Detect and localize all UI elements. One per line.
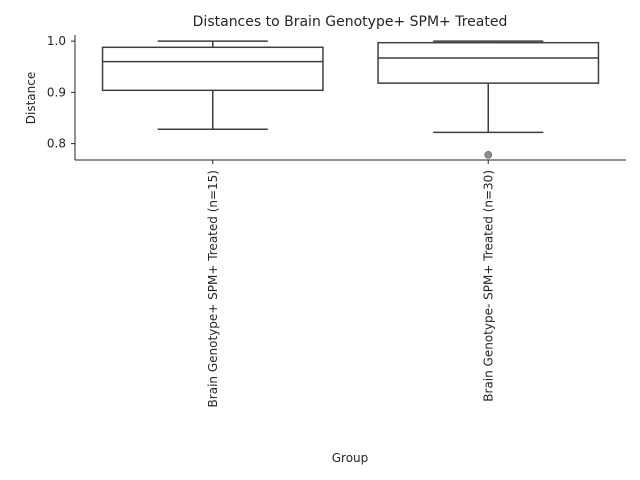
chart-title: Distances to Brain Genotype+ SPM+ Treate… bbox=[193, 14, 508, 30]
y-tick-label: 1.0 bbox=[47, 34, 66, 48]
x-axis: Brain Genotype+ SPM+ Treated (n=15) Brain… bbox=[75, 159, 626, 407]
box-series bbox=[101, 40, 600, 159]
y-axis: 0.8 0.9 1.0 bbox=[47, 34, 76, 160]
outlier-point bbox=[484, 150, 493, 159]
box-body bbox=[101, 46, 324, 92]
box-1 bbox=[101, 40, 324, 131]
x-tick-label: Brain Genotype- SPM+ Treated (n=30) bbox=[481, 170, 495, 402]
x-tick-label: Brain Genotype+ SPM+ Treated (n=15) bbox=[206, 170, 220, 407]
box-body bbox=[377, 41, 600, 84]
y-tick-label: 0.9 bbox=[47, 85, 66, 99]
y-tick-label: 0.8 bbox=[47, 137, 66, 151]
x-axis-label: Group bbox=[332, 451, 369, 465]
box-2 bbox=[377, 40, 600, 159]
y-axis-label: Distance bbox=[24, 72, 38, 124]
